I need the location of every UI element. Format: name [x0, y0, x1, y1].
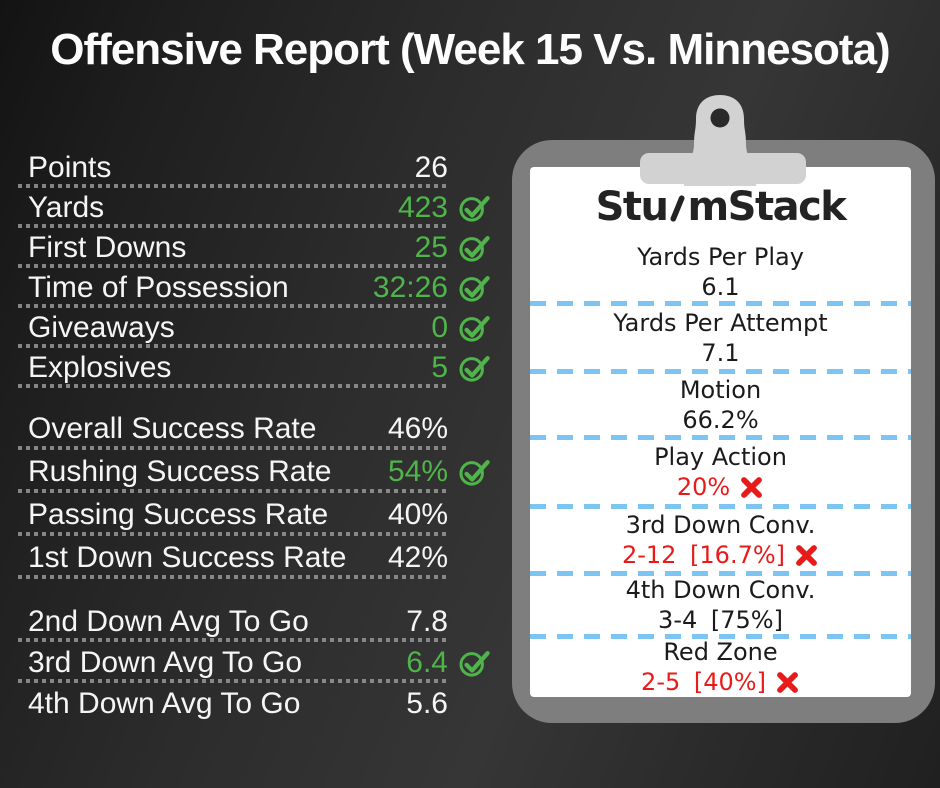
stat-value: 423	[397, 191, 448, 224]
stat-value: 26	[414, 151, 448, 184]
check-circle-icon	[458, 236, 490, 262]
stat-row: 1st Down Success Rate 42%	[0, 536, 500, 579]
logo-right: mStack	[687, 183, 846, 230]
stat-row: Yards 423	[0, 188, 500, 228]
x-mark-icon	[777, 671, 798, 693]
stat-value: 40%	[387, 497, 448, 531]
clipboard-stat-value: 6.1	[701, 272, 740, 301]
left-stats-panel: Points 26 Yards 423 First Downs 25 Time …	[0, 148, 500, 724]
stat-label: Yards	[28, 191, 105, 224]
stat-value: 32:26	[372, 271, 448, 304]
stat-label: 3rd Down Avg To Go	[28, 645, 303, 679]
clipboard-stat-value: 3-4 [75%]	[658, 605, 783, 634]
check-circle-icon	[458, 459, 490, 486]
clipboard-stat-value: 66.2%	[682, 405, 759, 434]
stat-row: Passing Success Rate 40%	[0, 493, 500, 536]
icon-cell	[448, 649, 500, 677]
stat-group-totals: Points 26 Yards 423 First Downs 25 Time …	[0, 148, 500, 388]
stat-row: Explosives 5	[0, 348, 500, 388]
stat-label: 2nd Down Avg To Go	[28, 604, 309, 638]
stat-label: Overall Success Rate	[28, 411, 317, 445]
icon-cell	[448, 458, 500, 486]
icon-cell	[448, 234, 500, 262]
stat-value: 5	[431, 351, 448, 384]
clipboard-stat-block: Yards Per Play 6.1	[530, 240, 911, 307]
clipboard-stat-block: Motion 66.2%	[530, 372, 911, 440]
stat-row: 4th Down Avg To Go 5.6	[0, 683, 500, 724]
logo-stylized-r-icon	[670, 194, 686, 222]
stat-group-avg-to-go: 2nd Down Avg To Go 7.8 3rd Down Avg To G…	[0, 601, 500, 724]
stat-row: Giveaways 0	[0, 308, 500, 348]
stat-label: Time of Possession	[28, 271, 289, 304]
stat-row: Rushing Success Rate 54%	[0, 450, 500, 493]
stat-label: Giveaways	[28, 311, 175, 344]
x-mark-icon	[741, 476, 763, 498]
clipboard-stat-label: Play Action	[654, 442, 787, 471]
check-circle-icon	[458, 196, 490, 222]
clipboard-stat-label: Motion	[679, 375, 762, 404]
stat-value: 54%	[387, 454, 448, 488]
clipboard-stat-label: Red Zone	[663, 637, 778, 666]
stat-row: Overall Success Rate 46%	[0, 407, 500, 450]
check-circle-icon	[458, 356, 490, 382]
stat-value: 0	[431, 311, 448, 344]
icon-cell	[448, 314, 500, 342]
x-mark-icon	[796, 544, 817, 566]
stat-value: 42%	[387, 540, 448, 574]
stat-value: 25	[414, 231, 448, 264]
clipboard-stat-label: Yards Per Play	[637, 242, 804, 271]
clipboard-stat-value: 20%	[676, 472, 731, 501]
stat-row: 2nd Down Avg To Go 7.8	[0, 601, 500, 642]
stat-label: 1st Down Success Rate	[28, 540, 347, 574]
logo-text: Stu mStack	[595, 183, 847, 230]
stat-label: First Downs	[28, 231, 187, 264]
clipboard-stat-label: 3rd Down Conv.	[625, 510, 816, 539]
clipboard-stat-block: 3rd Down Conv. 2-12 [16.7%]	[530, 507, 911, 576]
stat-label: Points	[28, 151, 112, 184]
stat-value: 46%	[387, 411, 448, 445]
stat-row: 3rd Down Avg To Go 6.4	[0, 642, 500, 683]
check-circle-icon	[458, 650, 490, 677]
stat-label: 4th Down Avg To Go	[28, 686, 301, 720]
stat-row: Points 26	[0, 148, 500, 188]
icon-cell	[448, 194, 500, 222]
clipboard-stat-block: Red Zone 2-5 [40%]	[530, 637, 911, 697]
stat-label: Passing Success Rate	[28, 497, 329, 531]
icon-cell	[448, 354, 500, 382]
check-circle-icon	[458, 276, 490, 302]
clipboard-stat-label: 4th Down Conv.	[625, 575, 816, 604]
sturmstack-logo: Stu mStack	[530, 167, 911, 240]
stat-value: 6.4	[406, 645, 448, 679]
check-circle-icon	[458, 316, 490, 342]
clipboard-paper: Stu mStack Yards Per Play 6.1 Yards Per A…	[530, 167, 911, 697]
clipboard-stat-block: Yards Per Attempt 7.1	[530, 304, 911, 375]
stat-value: 5.6	[406, 686, 448, 720]
clipboard-stat-label: Yards Per Attempt	[613, 308, 828, 337]
logo-left: Stu	[595, 183, 669, 230]
clipboard-stat-block: 4th Down Conv. 3-4 [75%]	[530, 574, 911, 640]
stat-label: Rushing Success Rate	[28, 454, 332, 488]
clipboard-clip-icon	[640, 95, 806, 186]
stat-row: First Downs 25	[0, 228, 500, 268]
stat-label: Explosives	[28, 351, 172, 384]
stat-value: 7.8	[406, 604, 448, 638]
page-title: Offensive Report (Week 15 Vs. Minnesota)	[50, 25, 890, 74]
stat-row: Time of Possession 32:26	[0, 268, 500, 308]
clipboard-stat-value: 2-12 [16.7%]	[621, 540, 786, 569]
clipboard-stat-value: 2-5 [40%]	[641, 667, 766, 696]
icon-cell	[448, 274, 500, 302]
clipboard-stat-value: 7.1	[701, 338, 740, 367]
clipboard-stat-block: Play Action 20%	[530, 438, 911, 509]
stat-group-success-rates: Overall Success Rate 46% Rushing Success…	[0, 407, 500, 579]
